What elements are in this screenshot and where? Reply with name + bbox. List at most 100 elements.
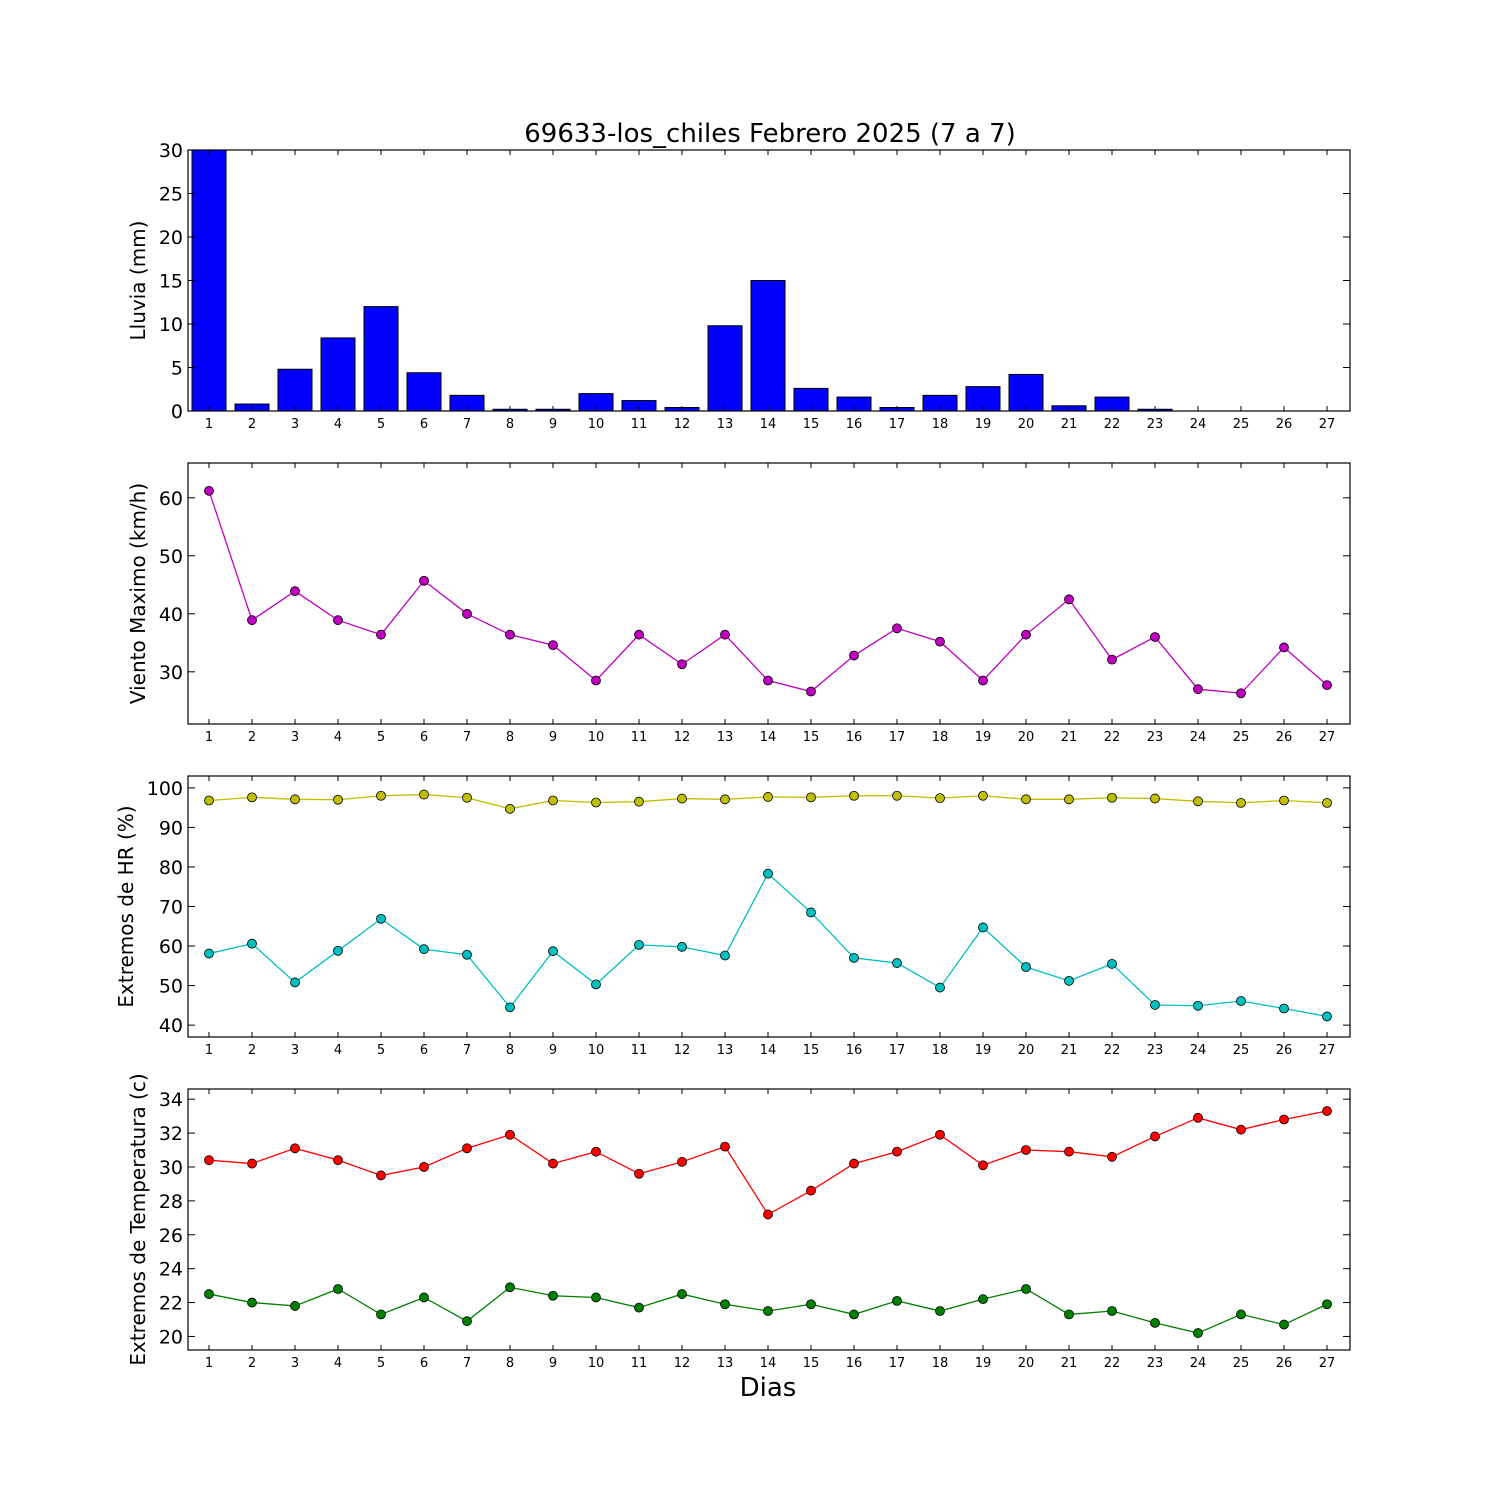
x-tick-label: 19 [975, 1043, 992, 1058]
data-point-4-2-day-6 [419, 1292, 429, 1303]
data-point-4-2-day-12 [677, 1289, 687, 1299]
data-point-3-1-day-18 [935, 793, 945, 804]
x-tick-label: 3 [291, 730, 299, 745]
x-tick-label: 20 [1018, 1356, 1035, 1371]
x-tick-label: 21 [1061, 1356, 1078, 1371]
data-point-4-2-day-2 [247, 1297, 257, 1308]
x-tick-label: 17 [889, 730, 906, 745]
x-tick-label: 3 [291, 417, 299, 432]
data-point-4-2-day-14 [763, 1306, 773, 1316]
x-tick-label: 21 [1061, 730, 1078, 745]
x-tick-label: 26 [1276, 1043, 1293, 1058]
data-point-2-1-day-13 [720, 629, 730, 640]
data-point-3-2-day-10 [591, 979, 601, 990]
data-point-3-1-day-19 [978, 790, 988, 801]
data-point-3-1-day-13 [720, 794, 730, 805]
data-point-3-2-day-9 [548, 946, 558, 957]
x-tick-label: 8 [506, 730, 514, 745]
data-point-3-2-day-19 [978, 922, 988, 933]
data-point-3-1-day-11 [634, 796, 644, 807]
x-tick-label: 1 [205, 730, 213, 745]
y-tick-label: 34 [159, 1089, 183, 1111]
x-tick-label: 25 [1233, 417, 1250, 432]
x-tick-label: 24 [1190, 417, 1207, 432]
x-tick-label: 15 [803, 417, 820, 432]
x-tick-label: 1 [205, 1356, 213, 1371]
x-tick-label: 1 [205, 1043, 213, 1058]
x-tick-label: 7 [463, 417, 471, 432]
y-tick-label: 15 [159, 271, 183, 293]
chart-panel-3: 1 2 3 4 5 6 7 8 9 10 11 12 13 14 15 16 17 18 19 20 21 22 23 24 2… [114, 775, 1351, 1058]
x-tick-label: 24 [1190, 730, 1207, 745]
data-point-4-2-day-3 [290, 1301, 300, 1311]
x-tick-label: 25 [1233, 1043, 1250, 1058]
x-tick-label: 1 [205, 417, 213, 432]
x-tick-label: 16 [846, 1043, 863, 1058]
data-point-3-2-day-18 [935, 982, 945, 993]
x-tick-label: 11 [631, 417, 648, 432]
y-tick-label: 20 [159, 1326, 183, 1348]
data-point-2-1-day-22 [1107, 654, 1117, 665]
y-tick-label: 30 [159, 1157, 183, 1179]
data-point-4-1-day-25 [1236, 1124, 1246, 1135]
data-point-4-2-day-8 [505, 1282, 515, 1293]
data-point-2-1-day-27 [1322, 680, 1332, 691]
data-point-3-2-day-25 [1236, 996, 1246, 1006]
x-tick-label: 18 [932, 1043, 949, 1058]
data-point-3-2-day-1 [204, 948, 214, 959]
y-tick-label: 60 [159, 936, 183, 958]
data-point-2-1-day-1 [204, 485, 214, 496]
data-point-2-1-day-17 [892, 623, 902, 634]
chart-panel-4: 1 2 3 4 5 6 7 8 9 10 11 12 13 14 15 16 17 18 19 20 21 22 23 24 2… [126, 1073, 1351, 1371]
x-tick-label: 22 [1104, 417, 1121, 432]
x-tick-label: 10 [588, 1356, 605, 1371]
data-point-4-1-day-4 [333, 1155, 343, 1166]
data-point-3-1-day-10 [591, 797, 601, 808]
x-tick-label: 14 [760, 1356, 777, 1371]
x-tick-label: 6 [420, 1043, 428, 1058]
data-point-3-2-day-27 [1322, 1011, 1332, 1022]
x-tick-label: 24 [1190, 1356, 1207, 1371]
data-point-2-1-day-3 [290, 586, 300, 597]
y-tick-label: 100 [147, 778, 183, 800]
x-tick-label: 16 [846, 730, 863, 745]
data-point-4-2-day-25 [1236, 1309, 1246, 1320]
data-point-3-1-day-20 [1021, 794, 1031, 805]
rain-bar-day-3 [277, 368, 313, 412]
data-point-4-1-day-15 [806, 1185, 816, 1196]
y-tick-label: 60 [159, 488, 183, 510]
data-point-4-2-day-15 [806, 1299, 816, 1310]
x-tick-label: 27 [1319, 417, 1336, 432]
x-tick-label: 9 [549, 730, 557, 745]
data-point-3-1-day-16 [849, 790, 859, 801]
data-point-4-1-day-24 [1193, 1112, 1203, 1123]
x-tick-label: 4 [334, 1043, 342, 1058]
x-tick-label: 13 [717, 1043, 734, 1058]
data-point-4-1-day-8 [505, 1129, 515, 1140]
y-tick-label: 70 [159, 897, 183, 919]
x-tick-label: 13 [717, 417, 734, 432]
data-point-4-2-day-27 [1322, 1299, 1332, 1310]
data-point-3-1-day-4 [333, 794, 343, 805]
data-point-3-1-day-6 [419, 789, 429, 800]
x-tick-label: 12 [674, 730, 691, 745]
x-tick-label: 26 [1276, 417, 1293, 432]
data-point-3-2-day-17 [892, 958, 902, 968]
data-point-4-2-day-18 [935, 1306, 945, 1316]
x-tick-label: 4 [334, 1356, 342, 1371]
data-point-3-1-day-8 [505, 803, 515, 814]
y-tick-label: 32 [159, 1123, 183, 1145]
data-point-3-1-day-12 [677, 793, 687, 804]
data-point-4-1-day-11 [634, 1168, 644, 1179]
data-point-4-1-day-17 [892, 1146, 902, 1157]
data-point-4-1-day-21 [1064, 1146, 1074, 1157]
x-tick-label: 19 [975, 417, 992, 432]
axes-frame-4 [187, 1088, 1351, 1351]
data-point-2-1-day-14 [763, 675, 773, 686]
data-point-4-1-day-10 [591, 1146, 601, 1157]
x-tick-label: 12 [674, 1356, 691, 1371]
data-point-3-2-day-21 [1064, 975, 1074, 986]
y-tick-label: 22 [159, 1293, 183, 1315]
x-tick-label: 13 [717, 730, 734, 745]
data-point-3-1-day-25 [1236, 797, 1246, 808]
